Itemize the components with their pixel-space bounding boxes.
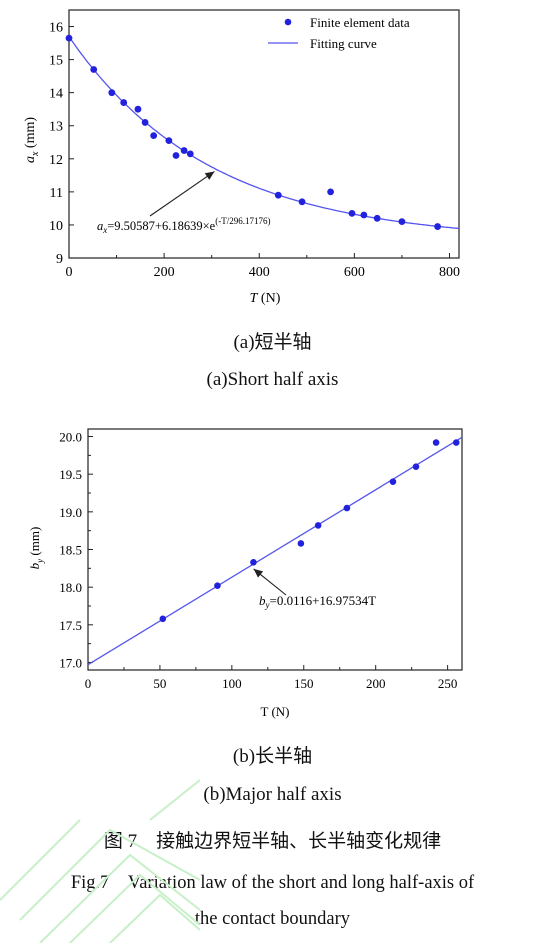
y-tick-label: 11	[50, 186, 63, 201]
chart-b-fitting-line	[87, 436, 463, 666]
data-point	[186, 150, 194, 158]
data-point	[327, 188, 334, 196]
data-point	[108, 89, 116, 97]
chart-a-fitting-curve	[68, 36, 460, 230]
x-tick-label: 200	[154, 265, 175, 280]
watermark-stroke	[69, 873, 200, 943]
data-point	[165, 137, 173, 145]
x-tick-label: 150	[294, 676, 314, 691]
y-tick-label: 13	[49, 120, 63, 135]
chart-b-y-label: by (mm)	[27, 527, 45, 570]
caption-a-en: (a)Short half axis	[206, 369, 339, 390]
annotation-prefix-sub: x	[102, 225, 107, 235]
annotation-formula: by=0.0116+16.97534T	[259, 593, 376, 610]
y-tick-label: 17.5	[59, 618, 82, 633]
chart-a-points	[65, 34, 441, 230]
chart-a-legend: Finite element data Fitting curve	[268, 15, 410, 51]
annotation-body: =9.50587+6.18639×e	[107, 219, 215, 233]
y-tick-label: 10	[49, 219, 63, 234]
annotation-exponent: (-T/296.17176)	[215, 216, 270, 226]
data-point	[298, 198, 306, 206]
y-tick-label: 19.0	[59, 505, 82, 520]
data-point	[141, 119, 149, 126]
figure-caption-cn: 图 7 接触边界短半轴、长半轴变化规律	[103, 831, 442, 852]
data-point	[180, 147, 188, 154]
data-point	[432, 439, 440, 446]
data-point	[314, 522, 322, 529]
data-point	[90, 66, 98, 73]
chart-a-y-label: ax (mm)	[23, 117, 41, 163]
chart-b-x-label: T (N)	[260, 704, 289, 719]
legend-marker-dot	[284, 18, 292, 26]
y-tick-label: 16	[49, 21, 63, 36]
chart-b-ticks: 0 50 100 150 200 250 17.0 17.5 18.0 18.5 19.0 19.5 2…	[59, 430, 457, 691]
data-point	[159, 615, 167, 623]
y-tick-label: 20.0	[59, 430, 82, 445]
annotation-arrow-head	[204, 171, 215, 180]
caption-b-en: (b)Major half axis	[203, 784, 342, 805]
x-tick-label: 50	[153, 676, 166, 691]
chart-b-points	[159, 439, 460, 623]
data-point	[274, 191, 282, 199]
plot-frame	[68, 9, 460, 259]
data-point	[250, 559, 257, 566]
figure-caption-en-line2: the contact boundary	[194, 909, 351, 929]
chart-a-short-half-axis: 0 200 400 600 800 9 10 11 12 13 14 15 16 Finite elem…	[23, 9, 460, 306]
data-point	[150, 132, 158, 140]
chart-b-annotation: by=0.0116+16.97534T	[253, 568, 376, 610]
data-point	[360, 211, 368, 219]
x-tick-label: 800	[439, 265, 460, 280]
caption-a-cn: (a)短半轴	[233, 332, 312, 353]
x-tick-label: 250	[438, 676, 458, 691]
x-tick-label: 200	[366, 676, 386, 691]
watermark-stroke	[19, 828, 200, 921]
chart-a-ticks: 0 200 400 600 800 9 10 11 12 13 14 15 16	[49, 21, 460, 280]
legend-label-curve: Fitting curve	[310, 36, 377, 51]
x-tick-label: 0	[85, 676, 92, 691]
y-tick-label: 19.5	[59, 467, 82, 482]
data-point	[398, 218, 406, 226]
legend-label-data: Finite element data	[310, 15, 410, 30]
data-point	[134, 105, 142, 113]
watermark-decoration	[0, 779, 200, 943]
watermark-stroke	[149, 779, 200, 821]
chart-a-annotation: ax=9.50587+6.18639×e(-T/296.17176)	[97, 170, 270, 235]
y-tick-label: 9	[56, 252, 63, 267]
data-point	[412, 463, 420, 470]
data-point	[434, 223, 441, 230]
chart-a-axes	[68, 9, 460, 259]
chart-b-axes	[87, 428, 463, 671]
annotation-arrow-head	[253, 568, 264, 578]
annotation-prefix: a	[97, 219, 103, 233]
y-tick-label: 14	[49, 87, 63, 102]
x-tick-label: 600	[344, 265, 365, 280]
chart-b-major-half-axis: 0 50 100 150 200 250 17.0 17.5 18.0 18.5 19.0 19.5 2…	[27, 428, 463, 719]
watermark-stroke	[109, 893, 200, 943]
plot-frame	[87, 428, 463, 671]
caption-b-cn: (b)长半轴	[232, 746, 313, 767]
y-tick-label: 12	[49, 153, 63, 168]
x-tick-label: 0	[66, 265, 73, 280]
data-point	[65, 34, 73, 42]
y-tick-label: 15	[49, 54, 63, 69]
data-point	[348, 209, 356, 217]
data-point	[172, 152, 180, 159]
watermark-stroke	[0, 819, 81, 901]
data-point	[452, 439, 460, 446]
data-point	[343, 504, 351, 512]
y-tick-label: 18.0	[59, 580, 82, 595]
chart-a-x-label: T (N)	[250, 291, 281, 306]
annotation-formula: ax=9.50587+6.18639×e(-T/296.17176)	[97, 216, 270, 235]
watermark-stroke	[39, 853, 200, 943]
data-point	[214, 582, 221, 589]
y-tick-label: 17.0	[59, 655, 82, 670]
y-tick-label: 18.5	[59, 543, 82, 558]
data-point	[297, 540, 305, 547]
annotation-arrow	[149, 170, 215, 217]
data-point	[120, 99, 128, 106]
data-point	[373, 214, 381, 222]
data-point	[389, 478, 397, 486]
x-tick-label: 100	[222, 676, 242, 691]
x-tick-label: 400	[249, 265, 270, 280]
